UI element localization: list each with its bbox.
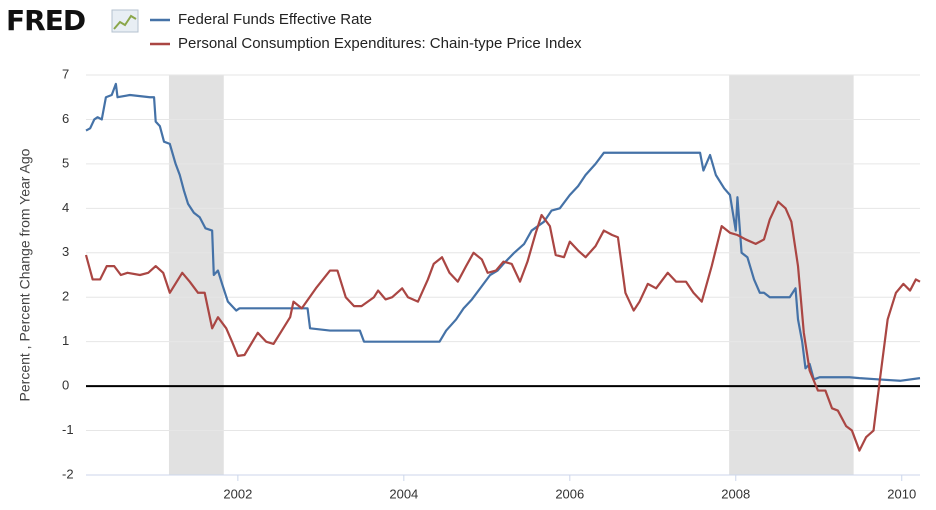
x-tick-label: 2002 — [223, 486, 252, 501]
x-tick-label: 2008 — [721, 486, 750, 501]
y-tick-label: 6 — [62, 111, 69, 126]
y-tick-label: 2 — [62, 289, 69, 304]
logo: FRED — [6, 4, 85, 37]
legend-label: Federal Funds Effective Rate — [178, 11, 372, 28]
series-line — [85, 82, 921, 382]
x-tick-label: 2004 — [389, 486, 418, 501]
y-tick-label: 0 — [62, 378, 69, 393]
y-tick-label: 4 — [62, 200, 69, 215]
y-tick-label: 1 — [62, 333, 69, 348]
recession-band — [168, 75, 224, 475]
legend-label: Personal Consumption Expenditures: Chain… — [178, 35, 582, 52]
y-tick-label: -2 — [62, 466, 74, 481]
y-tick-label: 5 — [62, 155, 69, 170]
y-axis-label: Percent , Percent Change from Year Ago — [17, 148, 33, 401]
y-tick-label: 7 — [62, 66, 69, 81]
y-tick-label: 3 — [62, 244, 69, 259]
series-line — [84, 200, 921, 452]
y-tick-label: -1 — [62, 422, 74, 437]
recession-band — [729, 75, 854, 475]
logo-icon — [111, 9, 139, 33]
x-tick-label: 2010 — [887, 486, 916, 501]
x-tick-label: 2006 — [555, 486, 584, 501]
